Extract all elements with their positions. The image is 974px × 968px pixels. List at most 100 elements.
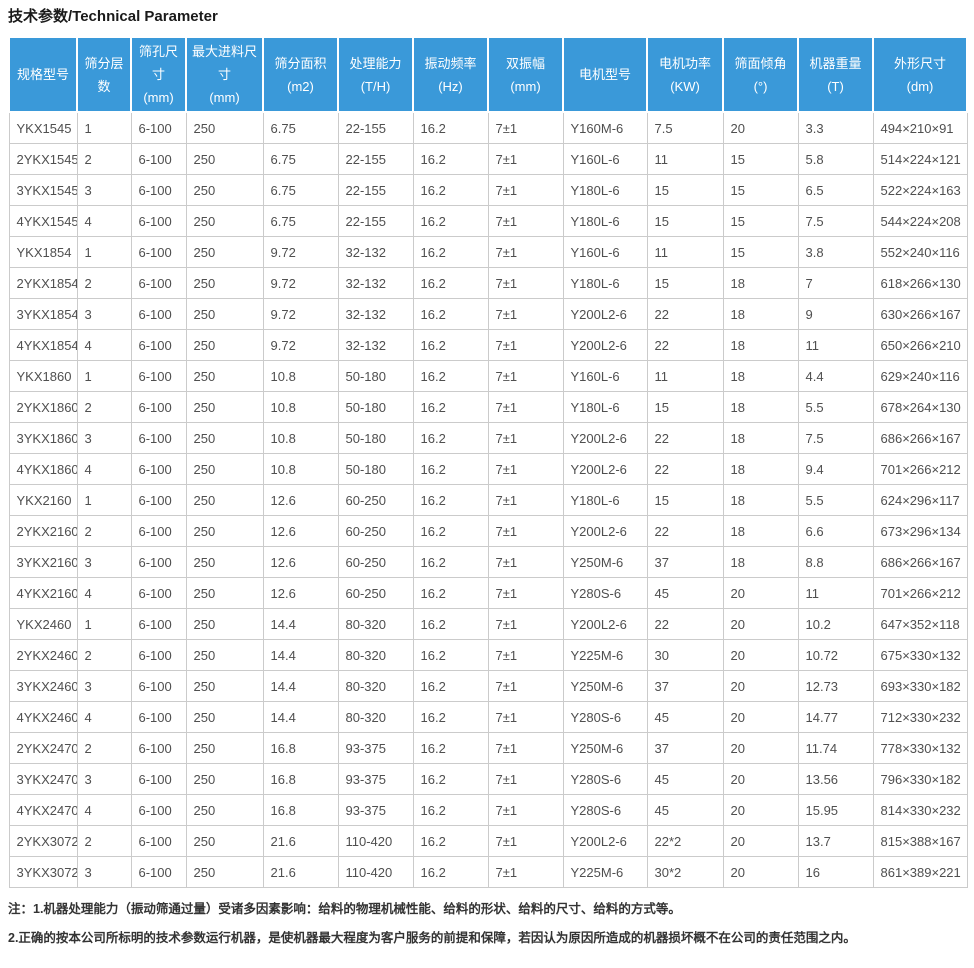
table-cell: 16.2	[412, 143, 489, 175]
table-cell: 15	[722, 174, 799, 206]
table-cell: 22	[646, 608, 724, 640]
table-cell: 60-250	[337, 577, 414, 609]
table-cell: 250	[185, 639, 264, 671]
table-cell: 514×224×121	[872, 143, 968, 175]
table-cell: 15	[646, 205, 724, 237]
table-cell: 3YKX2160	[8, 546, 78, 578]
table-cell: 7±1	[487, 670, 564, 702]
table-cell: 12.6	[262, 546, 339, 578]
table-cell: 701×266×212	[872, 453, 968, 485]
table-cell: 80-320	[337, 639, 414, 671]
table-cell: 6-100	[130, 484, 187, 516]
column-header-label: 筛分面积	[274, 55, 327, 71]
table-cell: 80-320	[337, 608, 414, 640]
table-cell: 250	[185, 794, 264, 826]
table-cell: 15	[722, 236, 799, 268]
column-header-label: 振动频率	[424, 55, 477, 71]
table-cell: 6-100	[130, 639, 187, 671]
table-cell: 16.2	[412, 670, 489, 702]
table-cell: 3	[76, 763, 132, 795]
column-header-label: 筛分层数	[84, 55, 124, 94]
page-title: 技术参数/Technical Parameter	[8, 8, 218, 25]
table-cell: 15.95	[797, 794, 874, 826]
table-cell: 2	[76, 732, 132, 764]
table-cell: 60-250	[337, 484, 414, 516]
table-cell: 16.2	[412, 856, 489, 888]
table-cell: 522×224×163	[872, 174, 968, 206]
table-cell: 20	[722, 732, 799, 764]
table-row: 3YKX1860 3 6-100 250 10.8 50-180 16.2 7±1 Y200L2…	[8, 422, 968, 454]
table-cell: 22-155	[337, 174, 414, 206]
table-cell: 1	[76, 608, 132, 640]
table-cell: 7±1	[487, 391, 564, 423]
table-cell: 3YKX1854	[8, 298, 78, 330]
table-cell: 250	[185, 236, 264, 268]
table-cell: 32-132	[337, 267, 414, 299]
table-cell: 22	[646, 515, 724, 547]
table-cell: 6-100	[130, 174, 187, 206]
table-cell: 3	[76, 174, 132, 206]
column-header-unit: (mm)	[510, 78, 541, 94]
table-cell: Y280S-6	[562, 763, 648, 795]
table-cell: 6.75	[262, 205, 339, 237]
table-cell: 20	[722, 856, 799, 888]
table-cell: 16.8	[262, 763, 339, 795]
table-cell: 20	[722, 608, 799, 640]
table-cell: 6-100	[130, 143, 187, 175]
table-cell: 93-375	[337, 794, 414, 826]
table-cell: 552×240×116	[872, 236, 968, 268]
table-cell: 15	[646, 391, 724, 423]
table-cell: 13.56	[797, 763, 874, 795]
column-header: 电机型号	[562, 36, 648, 113]
table-cell: 22-155	[337, 111, 414, 144]
table-cell: 4.4	[797, 360, 874, 392]
table-cell: 7	[797, 267, 874, 299]
table-cell: 250	[185, 329, 264, 361]
table-cell: 6-100	[130, 298, 187, 330]
table-cell: 9.72	[262, 236, 339, 268]
table-row: YKX2160 1 6-100 250 12.6 60-250 16.2 7±1 Y180L-6…	[8, 484, 968, 516]
table-cell: 3	[76, 856, 132, 888]
table-row: YKX1860 1 6-100 250 10.8 50-180 16.2 7±1 Y160L-6…	[8, 360, 968, 392]
table-cell: 3YKX2460	[8, 670, 78, 702]
table-row: 4YKX1545 4 6-100 250 6.75 22-155 16.2 7±1 Y180L-…	[8, 205, 968, 237]
table-cell: 6-100	[130, 670, 187, 702]
table-cell: 250	[185, 267, 264, 299]
table-cell: 14.4	[262, 701, 339, 733]
table-cell: 11	[646, 360, 724, 392]
column-header-unit: (T)	[827, 78, 844, 94]
table-cell: 16.2	[412, 608, 489, 640]
table-cell: 18	[722, 484, 799, 516]
table-cell: 18	[722, 453, 799, 485]
table-cell: 7±1	[487, 298, 564, 330]
table-cell: 250	[185, 670, 264, 702]
table-cell: 15	[646, 484, 724, 516]
footnotes: 注：1.机器处理能力（振动筛通过量）受诸多因素影响：给料的物理机械性能、给料的形…	[8, 900, 966, 947]
table-cell: 544×224×208	[872, 205, 968, 237]
table-cell: 647×352×118	[872, 608, 968, 640]
table-cell: Y160L-6	[562, 236, 648, 268]
table-cell: 16.2	[412, 484, 489, 516]
table-cell: 6-100	[130, 515, 187, 547]
table-cell: 250	[185, 825, 264, 857]
table-cell: 93-375	[337, 763, 414, 795]
note-line: 2.正确的按本公司所标明的技术参数运行机器，是使机器最大程度为客户服务的前提和保…	[8, 931, 856, 946]
table-cell: 9.72	[262, 267, 339, 299]
table-cell: 10.8	[262, 422, 339, 454]
table-cell: 45	[646, 577, 724, 609]
table-cell: 6-100	[130, 360, 187, 392]
table-row: 3YKX1854 3 6-100 250 9.72 32-132 16.2 7±1 Y200L2…	[8, 298, 968, 330]
table-cell: 7±1	[487, 174, 564, 206]
table-cell: 22*2	[646, 825, 724, 857]
table-cell: 7±1	[487, 267, 564, 299]
column-header-unit: (dm)	[906, 78, 934, 94]
table-cell: 7±1	[487, 732, 564, 764]
table-cell: 13.7	[797, 825, 874, 857]
column-header-unit: (°)	[753, 78, 768, 94]
table-cell: 32-132	[337, 236, 414, 268]
table-cell: 16.2	[412, 577, 489, 609]
column-header: 最大进料尺寸 (mm)	[185, 36, 264, 113]
table-cell: 250	[185, 391, 264, 423]
table-cell: 6-100	[130, 856, 187, 888]
table-cell: 32-132	[337, 298, 414, 330]
